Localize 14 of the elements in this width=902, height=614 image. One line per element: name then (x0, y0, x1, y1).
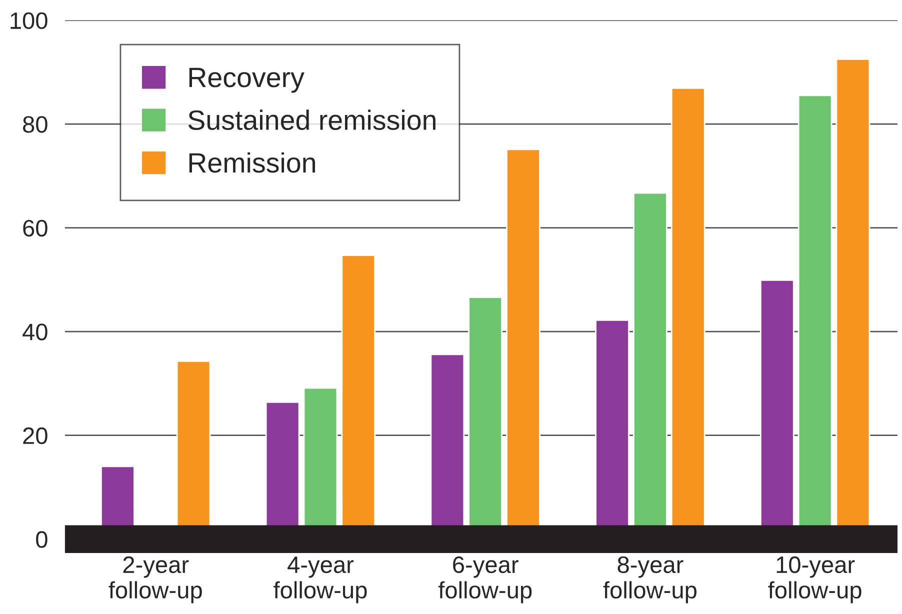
y-tick-label: 20 (23, 427, 48, 444)
x-tick-label: 6-year follow-up (438, 556, 532, 604)
y-tick-label: 0 (36, 531, 48, 548)
x-tick-label: 2-year follow-up (108, 556, 202, 604)
x-tick-label: 10-year follow-up (768, 556, 862, 604)
y-tick-label: 40 (22, 324, 48, 340)
y-tick-label: 60 (23, 220, 48, 237)
legend-label: Remission (189, 152, 315, 173)
x-tick-label: 8-year follow-up (603, 556, 696, 604)
y-tick-label: 80 (23, 116, 48, 133)
y-tick-label: 100 (10, 12, 48, 30)
legend-label: Sustained remission (188, 110, 436, 130)
x-tick-label: 4-year follow-up (274, 556, 367, 604)
legend-label: Recovery (189, 68, 304, 93)
